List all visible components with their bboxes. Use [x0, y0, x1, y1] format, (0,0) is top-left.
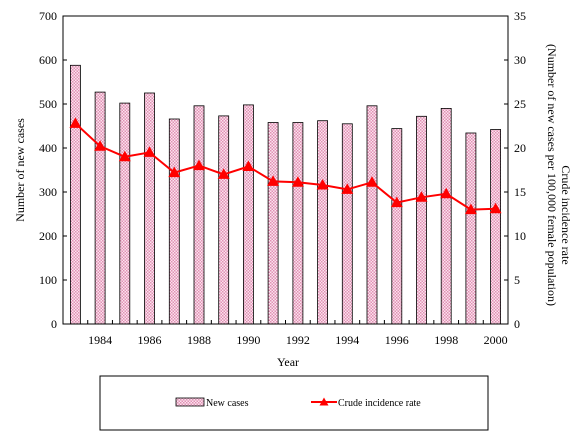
point-incidence-rate-1993 — [316, 179, 329, 190]
point-incidence-rate-1983 — [69, 117, 82, 128]
point-incidence-rate-1991 — [267, 175, 280, 186]
bar-new-cases-1993 — [317, 120, 329, 325]
y-right-tick-label: 10 — [514, 229, 526, 243]
y-right-tick-label: 20 — [514, 141, 526, 155]
y-left-tick-label: 100 — [39, 273, 57, 287]
axes: 0 100 200 300 400 500 600 700 0 5 10 15 20 25 30 35 1984… — [39, 9, 526, 347]
point-incidence-rate-1990 — [242, 160, 255, 171]
y-right-tick-label: 25 — [514, 97, 526, 111]
x-tick-label: 2000 — [484, 333, 508, 347]
bar-new-cases-1988 — [193, 105, 205, 325]
point-incidence-rate-1992 — [291, 176, 304, 187]
x-tick-label: 1986 — [138, 333, 162, 347]
point-incidence-rate-1988 — [193, 159, 205, 171]
incidence-rate-polyline — [74, 122, 496, 211]
x-tick-label: 1996 — [385, 333, 409, 347]
y-left-tick-label: 0 — [51, 317, 57, 331]
bar-new-cases-2000 — [490, 129, 502, 325]
bar-new-cases-1994 — [341, 123, 353, 325]
y-right-tick-label: 35 — [514, 9, 526, 23]
y-right-tick-label: 30 — [514, 53, 526, 67]
point-incidence-rate-1994 — [341, 183, 354, 194]
legend-swatch-new-cases — [175, 397, 205, 407]
y-left-tick-label: 400 — [39, 141, 57, 155]
bar-new-cases-1987 — [168, 118, 180, 325]
bar-new-cases-1998 — [440, 108, 452, 325]
bar-new-cases-1999 — [465, 132, 477, 325]
bar-new-cases-1992 — [292, 122, 304, 325]
legend-box — [99, 375, 489, 431]
y-left-tick-label: 700 — [39, 9, 57, 23]
point-incidence-rate-1989 — [217, 168, 230, 179]
x-tick-label: 1990 — [236, 333, 260, 347]
legend-label-incidence-rate: Crude incidence rate — [338, 398, 421, 409]
bar-new-cases-1991 — [267, 122, 279, 325]
y-axis-right-title-line1: Crude incidence rate — [559, 165, 573, 264]
y-axis-left-title: Number of new cases — [13, 118, 27, 222]
bar-new-cases-1986 — [144, 92, 155, 325]
incidence-rate-line — [69, 117, 502, 215]
y-right-tick-label: 5 — [514, 273, 520, 287]
point-incidence-rate-1996 — [390, 196, 403, 208]
bar-new-cases-1995 — [366, 105, 378, 325]
bar-new-cases-1985 — [119, 102, 131, 325]
point-incidence-rate-1999 — [464, 203, 477, 215]
legend-label-new-cases: New cases — [206, 398, 249, 409]
bar-new-cases-1983 — [70, 64, 81, 325]
x-tick-label: 1994 — [335, 333, 359, 347]
point-incidence-rate-1985 — [118, 150, 131, 162]
bar-new-cases-1996 — [391, 128, 403, 325]
point-incidence-rate-1998 — [440, 187, 453, 199]
y-left-tick-label: 300 — [39, 185, 57, 199]
point-incidence-rate-1997 — [415, 191, 428, 202]
x-tick-label: 1992 — [286, 333, 310, 347]
new-cases-bars — [70, 64, 502, 325]
point-incidence-rate-1995 — [366, 176, 378, 187]
x-tick-label: 1984 — [88, 333, 112, 347]
bar-new-cases-1984 — [94, 91, 106, 325]
y-right-tick-label: 0 — [514, 317, 520, 331]
point-incidence-rate-1987 — [168, 166, 181, 178]
y-right-tick-label: 15 — [514, 185, 526, 199]
bar-new-cases-1989 — [218, 115, 230, 325]
y-left-tick-label: 200 — [39, 229, 57, 243]
bar-new-cases-1990 — [242, 104, 254, 325]
x-tick-label: 1988 — [187, 333, 211, 347]
legend: New cases Crude incidence rate — [99, 375, 489, 431]
legend-swatch-marker — [319, 397, 329, 406]
y-left-tick-label: 500 — [39, 97, 57, 111]
y-left-tick-label: 600 — [39, 53, 57, 67]
y-axis-right-title-line2: (Number of new cases per 100,000 female … — [545, 44, 559, 306]
bar-new-cases-1997 — [416, 115, 427, 325]
x-tick-label: 1998 — [434, 333, 458, 347]
point-incidence-rate-2000 — [489, 202, 502, 214]
point-incidence-rate-1986 — [143, 146, 156, 157]
x-axis-title: Year — [277, 355, 299, 369]
point-incidence-rate-1984 — [94, 140, 107, 151]
